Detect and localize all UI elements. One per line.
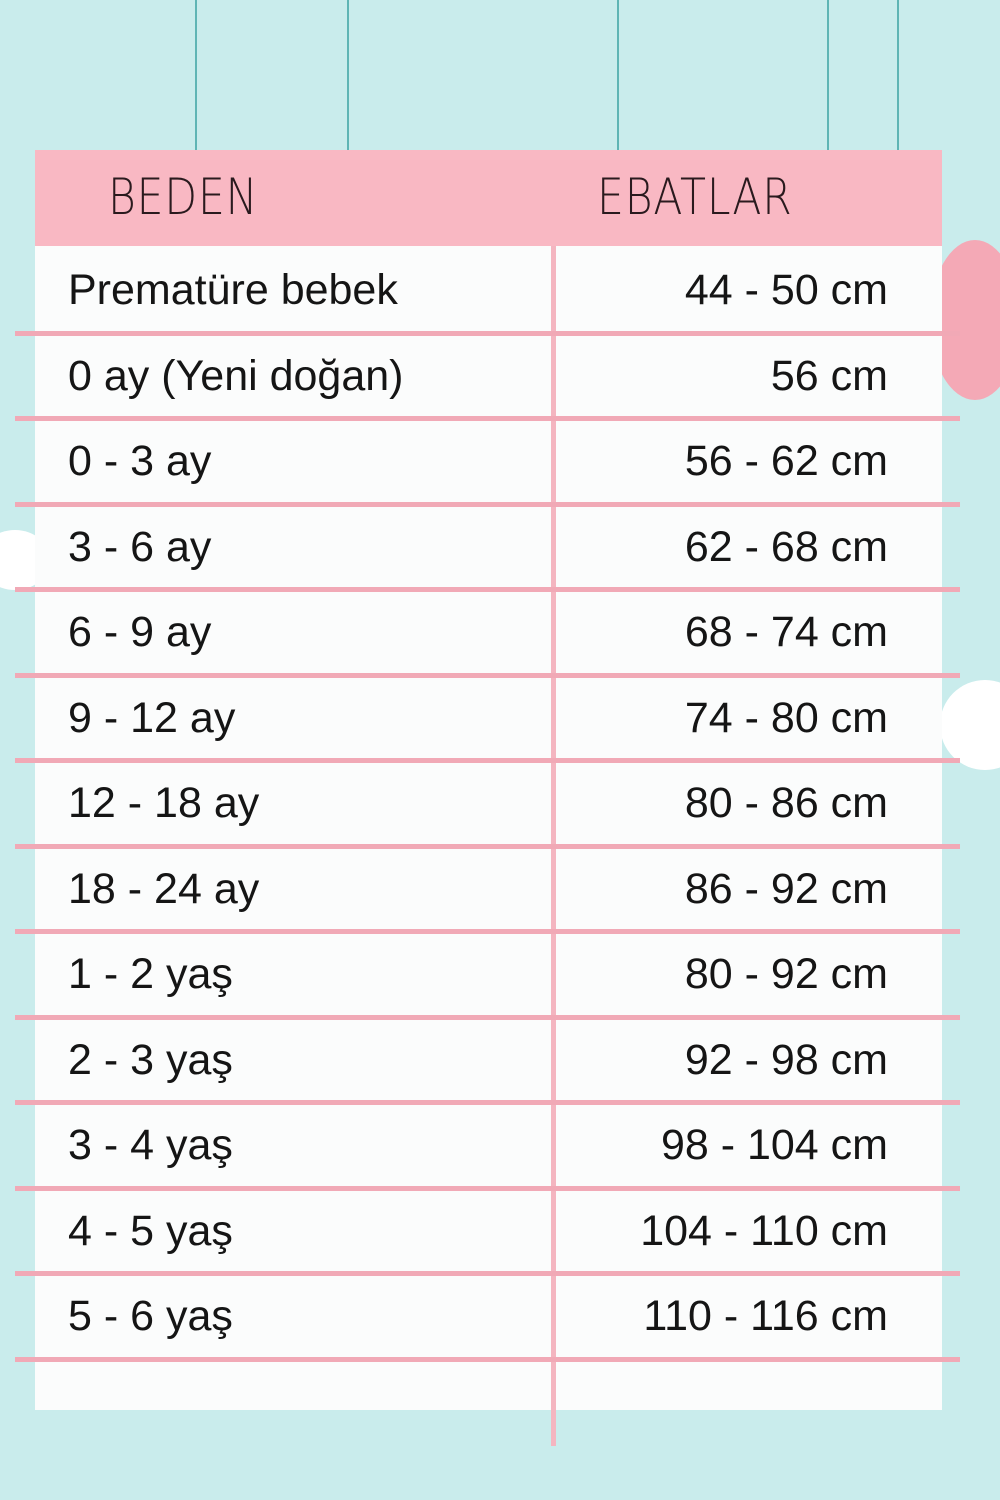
- size-cell: 9 - 12 ay: [68, 693, 236, 742]
- size-cell: 6 - 9 ay: [68, 608, 212, 656]
- size-cell: 0 - 3 ay: [68, 437, 212, 485]
- decorative-cloud: [940, 680, 1000, 770]
- row-divider: [15, 758, 960, 763]
- row-divider: [15, 929, 960, 934]
- measure-cell: 98 - 104 cm: [660, 1121, 888, 1169]
- row-divider: [15, 843, 960, 849]
- size-cell: 5 - 6 yaş: [68, 1292, 233, 1340]
- measure-cell: 104 - 110 cm: [640, 1206, 888, 1255]
- size-cell: 4 - 5 yaş: [68, 1206, 233, 1255]
- hanging-string: [617, 0, 619, 150]
- size-chart-table: [35, 150, 942, 1410]
- table-header: [35, 150, 942, 246]
- row-divider: [15, 1100, 960, 1105]
- row-divider: [15, 416, 960, 421]
- measure-cell: 44 - 50 cm: [684, 266, 888, 314]
- measure-cell: 68 - 74 cm: [684, 608, 888, 656]
- size-cell: 2 - 3 yaş: [68, 1035, 233, 1084]
- measure-cell: 80 - 86 cm: [684, 779, 888, 827]
- size-cell: 1 - 2 yaş: [68, 950, 233, 998]
- hanging-string: [347, 0, 349, 150]
- measure-cell: 80 - 92 cm: [684, 950, 888, 998]
- measure-cell: 110 - 116 cm: [643, 1292, 888, 1340]
- header-ebatlar: EBATLAR: [597, 168, 793, 226]
- row-divider: [15, 330, 960, 336]
- row-divider: [15, 1014, 960, 1020]
- measure-cell: 74 - 80 cm: [684, 693, 888, 742]
- size-cell: 18 - 24 ay: [68, 864, 260, 913]
- hanging-string: [195, 0, 197, 150]
- measure-cell: 56 cm: [770, 351, 888, 400]
- measure-cell: 92 - 98 cm: [684, 1035, 888, 1084]
- header-beden: BEDEN: [108, 168, 259, 226]
- size-cell: 12 - 18 ay: [68, 779, 260, 827]
- size-cell: 0 ay (Yeni doğan): [68, 351, 404, 400]
- size-cell: 3 - 6 ay: [68, 522, 212, 571]
- row-divider: [15, 1271, 960, 1276]
- measure-cell: 56 - 62 cm: [684, 437, 888, 485]
- size-cell: 3 - 4 yaş: [68, 1121, 233, 1169]
- row-divider: [15, 501, 960, 507]
- row-divider: [15, 1356, 960, 1362]
- measure-cell: 86 - 92 cm: [684, 864, 888, 913]
- row-divider: [15, 587, 960, 592]
- measure-cell: 62 - 68 cm: [684, 522, 888, 571]
- row-divider: [15, 1185, 960, 1191]
- row-divider: [15, 672, 960, 678]
- hanging-string: [827, 0, 829, 150]
- size-cell: Prematüre bebek: [68, 266, 398, 314]
- hanging-string: [897, 0, 899, 150]
